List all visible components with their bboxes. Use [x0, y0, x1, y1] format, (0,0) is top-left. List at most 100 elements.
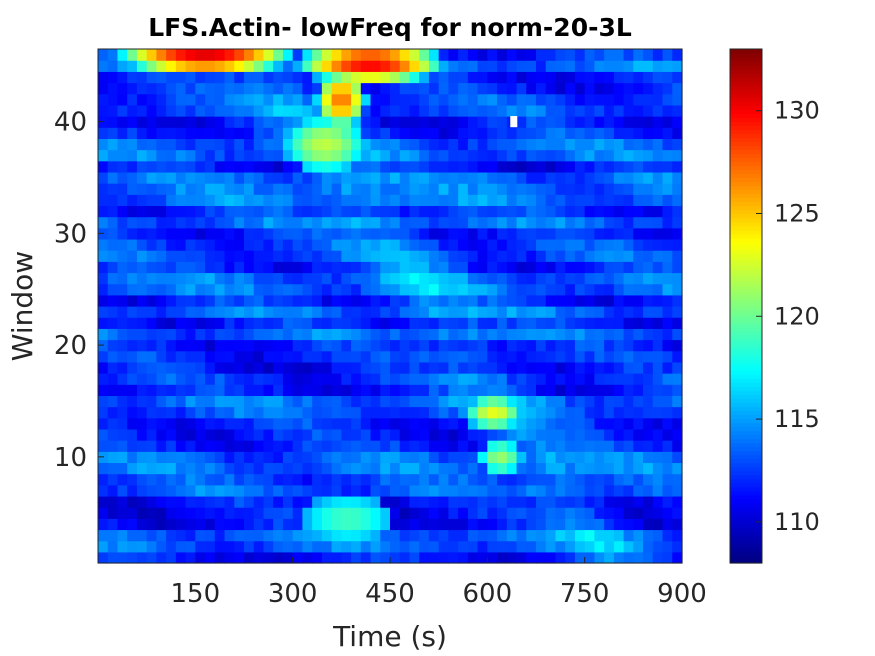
- heatmap-cell: [331, 205, 342, 218]
- heatmap-cell: [643, 272, 654, 285]
- heatmap-cell: [292, 384, 303, 396]
- heatmap-cell: [652, 540, 664, 553]
- heatmap-cell: [516, 361, 527, 374]
- heatmap-cell: [195, 261, 206, 274]
- heatmap-cell: [273, 440, 284, 452]
- heatmap-cell: [312, 507, 323, 519]
- heatmap-cell: [263, 428, 274, 441]
- heatmap-cell: [516, 384, 527, 396]
- heatmap-cell: [555, 250, 566, 262]
- heatmap-cell: [253, 451, 265, 464]
- heatmap-cell: [633, 127, 644, 139]
- heatmap-cell: [652, 507, 664, 519]
- heatmap-cell: [623, 82, 634, 95]
- heatmap-cell: [604, 361, 615, 374]
- heatmap-cell: [205, 294, 216, 307]
- heatmap-cell: [467, 395, 479, 408]
- heatmap-cell: [166, 462, 177, 475]
- heatmap-cell: [185, 384, 196, 396]
- heatmap-cell: [409, 350, 420, 363]
- colorbar-swatch: [730, 221, 762, 227]
- heatmap-cell: [672, 317, 683, 329]
- heatmap-cell: [175, 328, 187, 341]
- heatmap-cell: [331, 60, 342, 72]
- heatmap-cell: [117, 529, 128, 542]
- heatmap-cell: [390, 551, 401, 564]
- heatmap-cell: [643, 283, 654, 296]
- heatmap-cell: [185, 495, 196, 508]
- heatmap-cell: [321, 238, 333, 251]
- heatmap-cell: [555, 227, 566, 240]
- heatmap-cell: [409, 49, 420, 61]
- heatmap-cell: [409, 518, 420, 531]
- heatmap-cell: [662, 283, 673, 296]
- heatmap-cell: [643, 238, 654, 251]
- colorbar-swatch: [730, 362, 762, 367]
- heatmap-cell: [107, 395, 119, 408]
- colorbar-swatch: [730, 269, 762, 275]
- heatmap-cell: [214, 350, 226, 363]
- heatmap-cell: [321, 283, 333, 296]
- heatmap-cell: [214, 518, 226, 531]
- heatmap-cell: [253, 440, 265, 452]
- colorbar-swatch: [730, 297, 762, 303]
- heatmap-cell: [214, 104, 226, 117]
- heatmap-cell: [584, 205, 595, 218]
- colorbar-swatch: [730, 530, 762, 536]
- colorbar-swatch: [730, 217, 762, 223]
- heatmap-cell: [302, 49, 313, 61]
- colorbar-swatch: [730, 434, 762, 440]
- heatmap-cell: [497, 183, 508, 195]
- heatmap-cell: [370, 462, 381, 475]
- heatmap-cell: [458, 104, 469, 117]
- heatmap-cell: [448, 350, 459, 363]
- heatmap-cell: [341, 183, 352, 195]
- heatmap-cell: [487, 194, 498, 207]
- heatmap-cell: [224, 116, 235, 128]
- heatmap-cell: [253, 495, 265, 508]
- heatmap-cell: [292, 440, 303, 452]
- heatmap-cell: [195, 373, 206, 385]
- heatmap-cell: [477, 49, 488, 61]
- heatmap-cell: [234, 540, 245, 553]
- heatmap-cell: [390, 484, 401, 497]
- heatmap-cell: [117, 82, 128, 95]
- heatmap-cell: [497, 339, 508, 352]
- heatmap-cell: [497, 238, 508, 251]
- x-tick-label: 600: [463, 579, 513, 609]
- heatmap-cell: [438, 149, 449, 162]
- heatmap-cell: [98, 104, 109, 117]
- heatmap-cell: [312, 473, 323, 486]
- heatmap-cell: [506, 328, 518, 341]
- heatmap-cell: [263, 507, 274, 519]
- heatmap-cell: [574, 406, 586, 419]
- heatmap-cell: [545, 540, 557, 553]
- heatmap-cell: [117, 518, 128, 531]
- heatmap-cell: [234, 395, 245, 408]
- heatmap-cell: [351, 238, 362, 251]
- heatmap-cell: [409, 406, 420, 419]
- heatmap-cell: [672, 328, 683, 341]
- heatmap-cell: [282, 328, 294, 341]
- colorbar-swatch: [730, 342, 762, 347]
- heatmap-cell: [536, 149, 547, 162]
- heatmap-cell: [107, 361, 119, 374]
- heatmap-cell: [166, 250, 177, 262]
- heatmap-cell: [321, 484, 333, 497]
- heatmap-cell: [506, 294, 518, 307]
- heatmap-cell: [545, 60, 557, 72]
- heatmap-cell: [312, 384, 323, 396]
- heatmap-cell: [380, 82, 391, 95]
- heatmap-cell: [652, 428, 664, 441]
- heatmap-cell: [613, 82, 625, 95]
- heatmap-cell: [516, 373, 527, 385]
- heatmap-cell: [672, 93, 683, 106]
- heatmap-cell: [282, 116, 294, 128]
- heatmap-cell: [448, 283, 459, 296]
- heatmap-cell: [536, 127, 547, 139]
- heatmap-cell: [458, 71, 469, 84]
- heatmap-cell: [234, 82, 245, 95]
- heatmap-cell: [467, 49, 479, 61]
- heatmap-cell: [244, 495, 255, 508]
- heatmap-cell: [302, 238, 313, 251]
